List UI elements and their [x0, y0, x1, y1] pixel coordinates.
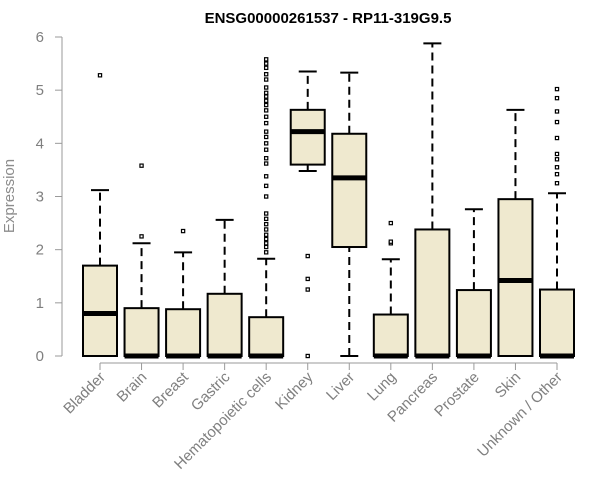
outlier-point: [554, 135, 560, 141]
box-breast: [165, 228, 202, 359]
box-iqr: [248, 316, 285, 357]
box-bladder: [82, 73, 118, 357]
outlier-point: [554, 95, 560, 101]
outlier-point: [263, 102, 269, 108]
outlier-point: [305, 276, 310, 282]
outlier-point: [263, 236, 269, 242]
box-unknown-other: [539, 86, 575, 359]
outlier-point: [263, 57, 269, 62]
y-tick-label: 6: [36, 29, 44, 46]
outlier-point: [263, 65, 269, 71]
outlier-point: [263, 147, 269, 152]
outlier-point: [263, 174, 269, 179]
box-iqr: [497, 198, 534, 357]
outlier-point: [263, 77, 269, 82]
x-tick-label: Skin: [492, 369, 525, 402]
box-iqr: [82, 264, 118, 357]
outlier-point: [554, 86, 560, 92]
outlier-point: [263, 114, 269, 119]
x-tick-label: Brain: [114, 369, 151, 406]
x-tick-label: Prostate: [431, 369, 483, 421]
outlier-point: [554, 109, 560, 114]
box-iqr: [289, 108, 326, 166]
outlier-point: [263, 194, 269, 199]
outlier-point: [263, 183, 269, 189]
outlier-point: [554, 181, 560, 186]
x-tick-label: Lung: [364, 369, 400, 405]
outlier-point: [554, 165, 560, 170]
y-tick-label: 5: [36, 82, 44, 99]
outlier-point: [139, 163, 144, 168]
outlier-point: [263, 72, 269, 77]
box-iqr: [123, 307, 160, 357]
box-iqr: [331, 132, 368, 249]
outlier-point: [263, 108, 269, 113]
x-tick-label: Liver: [323, 369, 358, 404]
outlier-point: [263, 141, 269, 146]
outlier-point: [263, 98, 269, 103]
outlier-point: [388, 239, 394, 244]
outlier-point: [180, 228, 186, 234]
x-tick-label: Kidney: [272, 368, 317, 413]
outlier-point: [388, 220, 394, 226]
box-iqr: [414, 228, 451, 357]
y-axis: 0 1 2 3 4 5 6: [36, 29, 63, 365]
box-iqr: [206, 292, 243, 358]
box-lung: [372, 220, 409, 359]
outlier-point: [263, 90, 269, 96]
outlier-point: [263, 161, 269, 166]
outlier-point: [263, 232, 269, 237]
y-axis-label: Expression: [1, 159, 18, 233]
outlier-point: [263, 216, 269, 222]
outlier-point: [263, 156, 269, 161]
y-tick-label: 1: [36, 295, 44, 312]
box-brain: [123, 163, 160, 359]
outlier-point: [305, 287, 310, 292]
outlier-point: [305, 353, 310, 359]
box-iqr: [165, 308, 202, 358]
y-tick-label: 4: [36, 135, 44, 152]
outlier-point: [97, 73, 103, 78]
box-pancreas: [414, 42, 451, 359]
x-tick-label: Breast: [149, 368, 192, 411]
outlier-point: [554, 151, 560, 157]
box-skin: [497, 108, 534, 357]
outlier-point: [554, 119, 560, 125]
box-hematopoietic-cells: [248, 57, 285, 359]
box-iqr: [372, 313, 409, 357]
box-gastric: [206, 218, 243, 359]
outlier-point: [263, 227, 269, 232]
outlier-point: [263, 61, 269, 66]
outlier-point: [263, 129, 269, 134]
outlier-point: [263, 134, 269, 140]
y-tick-label: 0: [36, 348, 44, 365]
outlier-point: [554, 157, 560, 162]
x-tick-label: Bladder: [60, 369, 109, 418]
y-tick-label: 2: [36, 242, 44, 259]
chart-title: ENSG00000261537 - RP11-319G9.5: [205, 10, 452, 27]
box-iqr: [539, 288, 575, 357]
box-group: [82, 42, 575, 359]
y-tick-label: 3: [36, 189, 44, 206]
box-kidney: [289, 70, 326, 359]
outlier-point: [263, 221, 269, 227]
outlier-point: [305, 253, 310, 259]
outlier-point: [263, 85, 269, 90]
box-liver: [331, 71, 368, 357]
outlier-point: [263, 241, 269, 246]
box-prostate: [455, 208, 492, 359]
outlier-point: [263, 250, 269, 255]
outlier-point: [139, 234, 144, 239]
outlier-point: [263, 120, 269, 126]
outlier-point: [554, 171, 560, 177]
outlier-point: [263, 244, 269, 250]
outlier-point: [263, 94, 269, 99]
box-iqr: [455, 289, 492, 357]
outlier-point: [263, 211, 269, 216]
